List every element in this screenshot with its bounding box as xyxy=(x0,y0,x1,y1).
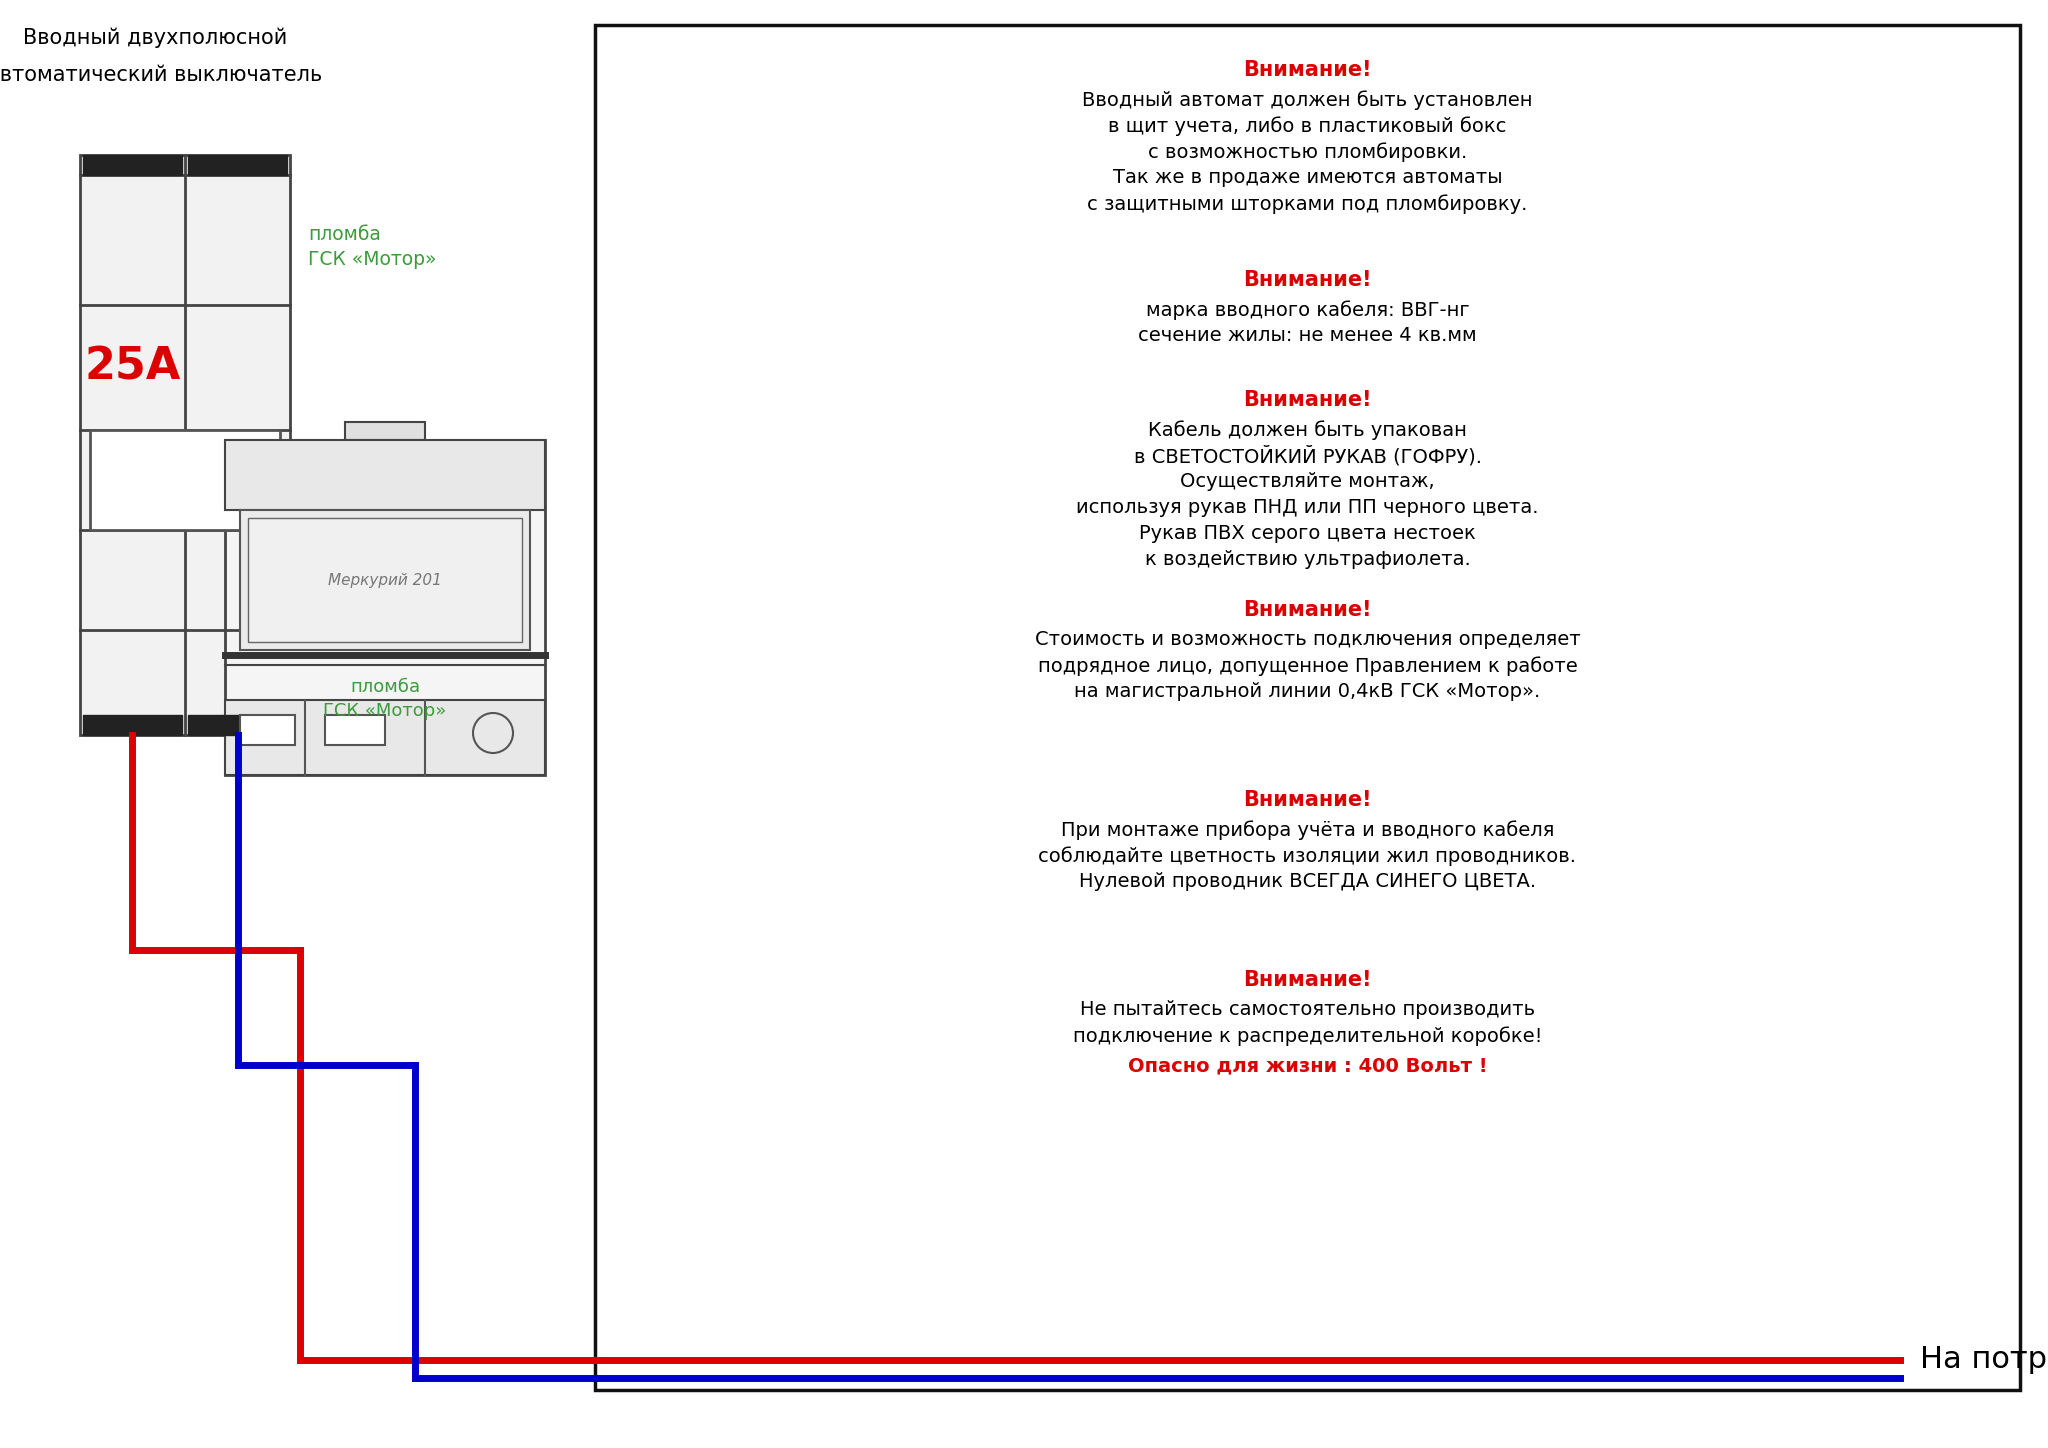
Text: Вводный автомат должен быть установлен: Вводный автомат должен быть установлен xyxy=(1081,90,1532,110)
Text: Так же в продаже имеются автоматы: Так же в продаже имеются автоматы xyxy=(1112,168,1503,187)
Text: Вводный двухполюсной: Вводный двухполюсной xyxy=(23,28,287,48)
Text: в СВЕТОСТОЙКИЙ РУКАВ (ГОФРУ).: в СВЕТОСТОЙКИЙ РУКАВ (ГОФРУ). xyxy=(1133,446,1481,466)
Text: На потребителя: На потребителя xyxy=(1921,1344,2048,1374)
Bar xyxy=(240,510,530,650)
Text: Кабель должен быть упакован: Кабель должен быть упакован xyxy=(1149,420,1466,440)
Bar xyxy=(188,155,287,175)
Text: Не пытайтесь самостоятельно производить: Не пытайтесь самостоятельно производить xyxy=(1079,1001,1536,1019)
Text: сечение жилы: не менее 4 кв.мм: сечение жилы: не менее 4 кв.мм xyxy=(1139,326,1477,345)
Text: Стоимость и возможность подключения определяет: Стоимость и возможность подключения опре… xyxy=(1034,630,1581,649)
Bar xyxy=(326,715,385,746)
Text: пломба
ГСК «Мотор»: пломба ГСК «Мотор» xyxy=(307,571,436,614)
Text: 25А: 25А xyxy=(84,346,180,388)
Text: автоматический выключатель: автоматический выключатель xyxy=(0,65,324,85)
Bar xyxy=(225,440,545,775)
Text: Внимание!: Внимание! xyxy=(1243,599,1372,620)
Text: Внимание!: Внимание! xyxy=(1243,970,1372,990)
Bar xyxy=(248,518,522,641)
Text: Внимание!: Внимание! xyxy=(1243,59,1372,80)
Text: При монтаже прибора учёта и вводного кабеля: При монтаже прибора учёта и вводного каб… xyxy=(1061,820,1554,840)
Bar xyxy=(90,430,281,530)
Text: Внимание!: Внимание! xyxy=(1243,390,1372,410)
Bar xyxy=(344,421,426,440)
Text: на магистральной линии 0,4кВ ГСК «Мотор».: на магистральной линии 0,4кВ ГСК «Мотор»… xyxy=(1075,682,1540,701)
Bar xyxy=(225,699,545,775)
Bar xyxy=(188,715,287,736)
Text: в щит учета, либо в пластиковый бокс: в щит учета, либо в пластиковый бокс xyxy=(1108,116,1507,136)
Text: Рукав ПВХ серого цвета нестоек: Рукав ПВХ серого цвета нестоек xyxy=(1139,524,1477,543)
Text: используя рукав ПНД или ПП черного цвета.: используя рукав ПНД или ПП черного цвета… xyxy=(1077,498,1538,517)
Text: Внимание!: Внимание! xyxy=(1243,791,1372,809)
Bar xyxy=(225,440,545,510)
Text: подключение к распределительной коробке!: подключение к распределительной коробке! xyxy=(1073,1027,1542,1045)
Text: с возможностью пломбировки.: с возможностью пломбировки. xyxy=(1147,142,1466,162)
Text: с защитными шторками под пломбировку.: с защитными шторками под пломбировку. xyxy=(1087,194,1528,214)
Text: соблюдайте цветность изоляции жил проводников.: соблюдайте цветность изоляции жил провод… xyxy=(1038,846,1577,866)
Bar xyxy=(80,155,291,736)
Text: Осуществляйте монтаж,: Осуществляйте монтаж, xyxy=(1180,472,1436,491)
Bar xyxy=(596,25,2019,1390)
Text: Меркурий 201: Меркурий 201 xyxy=(328,572,442,588)
Bar xyxy=(84,155,182,175)
Text: Нулевой проводник ВСЕГДА СИНЕГО ЦВЕТА.: Нулевой проводник ВСЕГДА СИНЕГО ЦВЕТА. xyxy=(1079,872,1536,891)
Bar xyxy=(240,715,295,746)
Text: Внимание!: Внимание! xyxy=(1243,269,1372,290)
Bar xyxy=(84,715,182,736)
Text: пломба
ГСК «Мотор»: пломба ГСК «Мотор» xyxy=(307,224,436,269)
Text: подрядное лицо, допущенное Правлением к работе: подрядное лицо, допущенное Правлением к … xyxy=(1038,656,1577,676)
Text: Опасно для жизни : 400 Вольт !: Опасно для жизни : 400 Вольт ! xyxy=(1128,1056,1487,1074)
Text: к воздействию ультрафиолета.: к воздействию ультрафиолета. xyxy=(1145,550,1470,569)
Text: марка вводного кабеля: ВВГ-нг: марка вводного кабеля: ВВГ-нг xyxy=(1145,300,1468,320)
Text: пломба
ГСК «Мотор»: пломба ГСК «Мотор» xyxy=(324,678,446,720)
